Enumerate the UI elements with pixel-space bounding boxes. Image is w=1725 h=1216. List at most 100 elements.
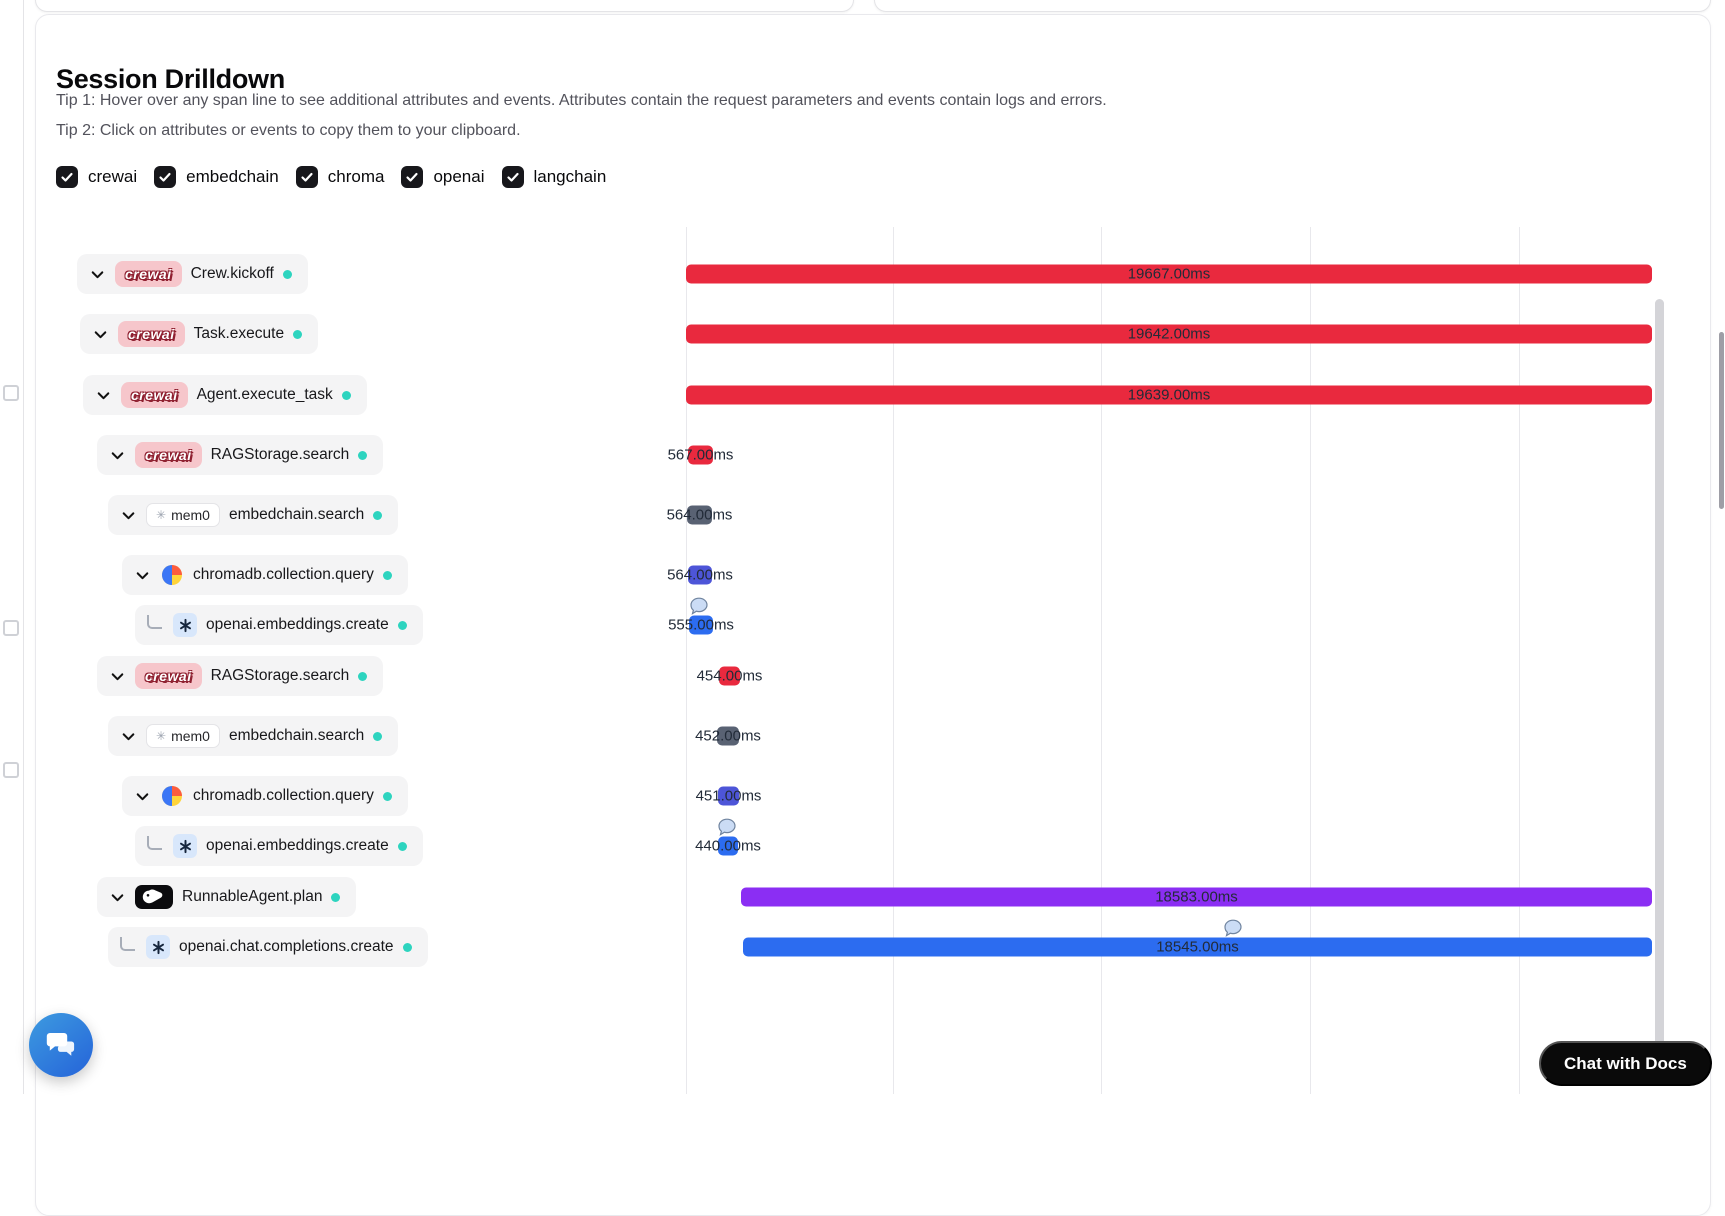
trace-row: 567.00ms crewai RAGStorage.search [0, 425, 1725, 485]
span-bar[interactable] [686, 324, 1652, 344]
trace-row: 564.00ms chromadb.collection.query [0, 545, 1725, 605]
span-duration-label: 451.00ms [695, 787, 762, 805]
span-bar[interactable] [686, 385, 1652, 405]
span-bar[interactable] [686, 264, 1652, 284]
framework-filter[interactable]: openai [401, 166, 485, 188]
framework-filter[interactable]: crewai [56, 166, 137, 188]
status-dot [373, 731, 383, 741]
chevron-down-icon[interactable] [120, 507, 137, 524]
span-duration-label: 564.00ms [666, 506, 733, 524]
openai-badge [173, 834, 197, 858]
chevron-down-icon[interactable] [109, 668, 126, 685]
timeline-gridline [893, 227, 894, 1094]
checkbox-checked-icon[interactable] [401, 166, 424, 188]
chroma-logo-icon [162, 565, 182, 585]
span-bar[interactable] [719, 666, 740, 686]
span-bar[interactable] [741, 887, 1652, 907]
chevron-down-icon[interactable] [109, 447, 126, 464]
status-dot [293, 329, 303, 339]
timeline-gridline [686, 227, 687, 1094]
mem0-logo-text: mem0 [171, 507, 210, 523]
chevron-down-icon[interactable] [120, 728, 137, 745]
mem0-badge: ✳ mem0 [146, 724, 220, 748]
inner-scrollbar-thumb[interactable] [1655, 299, 1664, 1084]
span-bar[interactable] [717, 726, 739, 746]
span-label[interactable]: crewai RAGStorage.search [97, 656, 384, 696]
timeline-gridline [1519, 227, 1520, 1094]
chevron-down-icon[interactable] [134, 567, 151, 584]
sidebar-edge-artifact [3, 762, 19, 778]
chroma-badge [160, 784, 184, 808]
crewai-badge: crewai [135, 663, 202, 689]
trace-row: 564.00ms ✳ mem0 embedchain.search [0, 485, 1725, 545]
chevron-down-icon[interactable] [109, 889, 126, 906]
span-name: embedchain.search [228, 727, 365, 744]
span-label[interactable]: crewai Task.execute [80, 314, 319, 354]
span-label[interactable]: crewai Crew.kickoff [77, 254, 308, 294]
openai-logo-icon [152, 940, 164, 954]
event-bubble-icon[interactable] [1224, 919, 1243, 937]
span-label[interactable]: RunnableAgent.plan [97, 877, 357, 917]
span-bar[interactable] [688, 565, 712, 585]
trace-row: 451.00ms chromadb.collection.query [0, 766, 1725, 826]
span-name: openai.embeddings.create [206, 616, 389, 633]
elbow-connector-icon [147, 615, 162, 629]
tip-1-text: Tip 1: Hover over any span line to see a… [56, 92, 1107, 109]
chroma-logo-icon [162, 786, 182, 806]
status-dot [397, 841, 407, 851]
span-duration-label: 18583.00ms [1155, 888, 1238, 906]
chat-widget-launcher[interactable] [29, 1013, 93, 1077]
span-label[interactable]: crewai Agent.execute_task [83, 375, 367, 415]
trace-row: 440.00ms openai.embeddings.create [0, 816, 1725, 876]
span-label[interactable]: openai.embeddings.create [135, 826, 423, 866]
page-scrollbar-thumb[interactable] [1719, 332, 1724, 509]
checkbox-checked-icon[interactable] [501, 166, 524, 188]
crewai-badge: crewai [135, 442, 202, 468]
span-label[interactable]: ✳ mem0 embedchain.search [108, 495, 399, 535]
span-label[interactable]: crewai RAGStorage.search [97, 435, 384, 475]
span-label[interactable]: ✳ mem0 embedchain.search [108, 716, 399, 756]
span-name: RunnableAgent.plan [182, 888, 323, 905]
chevron-down-icon[interactable] [134, 788, 151, 805]
checkbox-checked-icon[interactable] [154, 166, 177, 188]
span-name: Crew.kickoff [190, 265, 274, 282]
trace-row: 19667.00ms crewai Crew.kickoff [0, 244, 1725, 304]
span-duration-label: 555.00ms [668, 616, 734, 634]
span-name: openai.chat.completions.create [179, 938, 394, 955]
trace-waterfall: 19667.00ms crewai Crew.kickoff 19642.00m… [0, 227, 1725, 1094]
status-dot [373, 510, 383, 520]
span-bar[interactable] [689, 615, 713, 635]
trace-row: 454.00ms crewai RAGStorage.search [0, 646, 1725, 706]
span-bar[interactable] [718, 836, 738, 856]
chat-with-docs-button[interactable]: Chat with Docs [1539, 1041, 1712, 1086]
framework-filter[interactable]: chroma [295, 166, 384, 188]
trace-row: 19642.00ms crewai Task.execute [0, 304, 1725, 364]
framework-filter[interactable]: embedchain [154, 166, 279, 188]
tip-2-text: Tip 2: Click on attributes or events to … [56, 122, 521, 139]
timeline-gridline [1101, 227, 1102, 1094]
span-label[interactable]: chromadb.collection.query [122, 555, 408, 595]
span-bar[interactable] [688, 445, 713, 465]
checkbox-checked-icon[interactable] [295, 166, 318, 188]
status-dot [402, 942, 412, 952]
event-bubble-icon[interactable] [690, 597, 709, 615]
filter-label: embedchain [186, 167, 279, 186]
trace-row: 452.00ms ✳ mem0 embedchain.search [0, 706, 1725, 766]
framework-filter[interactable]: langchain [501, 166, 606, 188]
span-bar[interactable] [743, 937, 1652, 957]
checkbox-checked-icon[interactable] [56, 166, 78, 188]
chevron-down-icon[interactable] [92, 326, 109, 343]
span-duration-label: 454.00ms [696, 667, 763, 685]
status-dot [382, 791, 392, 801]
span-duration-label: 564.00ms [667, 566, 733, 584]
event-bubble-icon[interactable] [718, 818, 737, 836]
chevron-down-icon[interactable] [95, 387, 112, 404]
span-label[interactable]: chromadb.collection.query [122, 776, 408, 816]
filter-label: openai [433, 167, 485, 186]
mem0-gear-icon: ✳ [156, 729, 167, 743]
span-bar[interactable] [718, 786, 739, 806]
span-label[interactable]: openai.embeddings.create [135, 605, 423, 645]
span-label[interactable]: openai.chat.completions.create [108, 927, 428, 967]
chevron-down-icon[interactable] [89, 266, 106, 283]
span-bar[interactable] [687, 505, 712, 525]
